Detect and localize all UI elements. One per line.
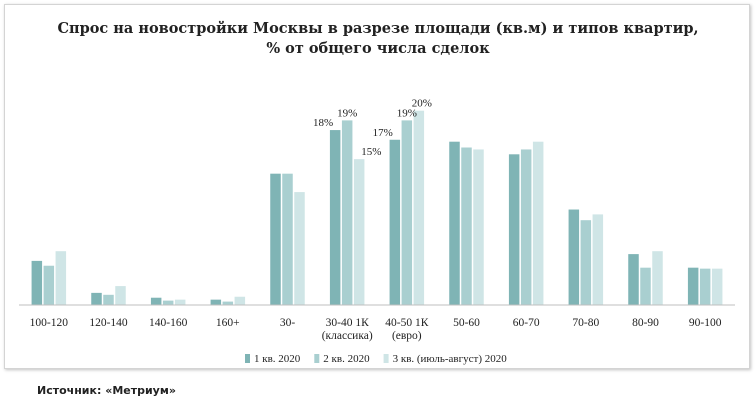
chart: Спрос на новостройки Москвы в разрезе пл…	[19, 20, 735, 365]
bar	[580, 220, 592, 305]
x-tick-label: 160+	[216, 317, 240, 329]
bar	[652, 251, 663, 305]
bar	[473, 149, 484, 305]
bar	[294, 192, 305, 305]
bar	[520, 149, 532, 305]
bar	[270, 173, 281, 305]
bar	[687, 267, 699, 305]
bar	[699, 268, 711, 305]
bar	[508, 154, 520, 305]
legend-label: 2 кв. 2020	[323, 353, 370, 365]
x-tick-label: 30-40 1К	[326, 317, 369, 329]
bar	[640, 267, 651, 305]
bar	[341, 120, 353, 305]
bar	[353, 159, 365, 305]
bar	[401, 120, 413, 305]
x-tick-label: 40-50 1К	[385, 317, 428, 329]
data-label: 20%	[412, 98, 432, 110]
x-tick-label: 120-140	[89, 317, 128, 329]
x-tick-label: 100-120	[30, 317, 69, 329]
bar	[162, 300, 174, 305]
bar	[628, 254, 639, 305]
legend-swatch	[314, 354, 320, 363]
x-tick-label: 80-90	[632, 317, 659, 329]
chart-frame: Спрос на новостройки Москвы в разрезе пл…	[4, 4, 750, 369]
bar	[329, 130, 341, 305]
bar	[222, 301, 234, 305]
data-label: 17%	[373, 127, 393, 139]
legend-label: 3 кв. (июль-август) 2020	[393, 353, 508, 365]
bar	[592, 214, 604, 305]
bar	[103, 294, 114, 305]
bar	[282, 173, 293, 305]
data-label: 15%	[361, 146, 381, 158]
bar	[43, 265, 55, 305]
bar	[389, 139, 401, 305]
bar	[210, 299, 222, 305]
bar	[31, 260, 43, 305]
bar	[150, 297, 162, 305]
bar	[568, 209, 580, 305]
x-tick-label: 60-70	[513, 317, 540, 329]
bar	[91, 292, 102, 305]
data-label: 19%	[397, 107, 417, 119]
chart-title-line: Спрос на новостройки Москвы в разрезе пл…	[57, 20, 698, 37]
bar	[711, 268, 723, 305]
x-tick-label: 50-60	[453, 317, 480, 329]
bar	[532, 141, 544, 305]
legend-label: 1 кв. 2020	[254, 353, 301, 365]
data-label: 19%	[337, 107, 357, 119]
bar	[174, 299, 186, 305]
x-tick-label: 140-160	[149, 317, 188, 329]
x-tick-label: 90-100	[689, 317, 722, 329]
bar	[55, 251, 67, 305]
chart-title-line: % от общего числа сделок	[266, 40, 490, 57]
x-tick-label: (евро)	[392, 330, 422, 342]
legend-swatch	[245, 354, 250, 363]
source-note: Источник: «Метриум»	[37, 384, 176, 397]
bar	[449, 141, 460, 305]
x-tick-label: (классика)	[322, 330, 373, 342]
legend-swatch	[383, 354, 389, 363]
data-label: 18%	[313, 117, 333, 129]
bar	[234, 296, 246, 305]
bar	[413, 110, 425, 305]
x-tick-label: 30-	[280, 317, 296, 329]
x-tick-label: 70-80	[572, 317, 599, 329]
bar	[115, 286, 126, 305]
bar	[461, 147, 472, 305]
